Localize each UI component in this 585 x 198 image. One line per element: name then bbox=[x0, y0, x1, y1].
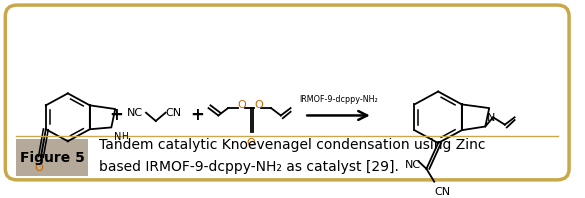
Text: +: + bbox=[190, 107, 204, 125]
Text: +: + bbox=[110, 107, 123, 125]
Text: N: N bbox=[114, 132, 122, 142]
Text: H: H bbox=[121, 132, 128, 141]
Text: Tandem catalytic Knoevenagel condensation using Zinc: Tandem catalytic Knoevenagel condensatio… bbox=[99, 138, 486, 152]
Text: NC: NC bbox=[405, 160, 421, 170]
Text: O: O bbox=[246, 138, 255, 148]
Text: Figure 5: Figure 5 bbox=[20, 151, 85, 165]
Text: CN: CN bbox=[166, 108, 182, 118]
Text: O: O bbox=[238, 100, 247, 110]
Text: NC: NC bbox=[126, 108, 143, 118]
Text: O: O bbox=[35, 163, 43, 173]
Text: O: O bbox=[254, 100, 263, 110]
FancyBboxPatch shape bbox=[16, 139, 88, 176]
FancyBboxPatch shape bbox=[5, 5, 569, 180]
Text: N: N bbox=[487, 113, 495, 123]
Text: IRMOF-9-dcppy-NH₂: IRMOF-9-dcppy-NH₂ bbox=[299, 95, 378, 104]
Text: CN: CN bbox=[434, 187, 450, 197]
Text: based IRMOF-9-dcppy-NH₂ as catalyst [29].: based IRMOF-9-dcppy-NH₂ as catalyst [29]… bbox=[99, 160, 399, 174]
